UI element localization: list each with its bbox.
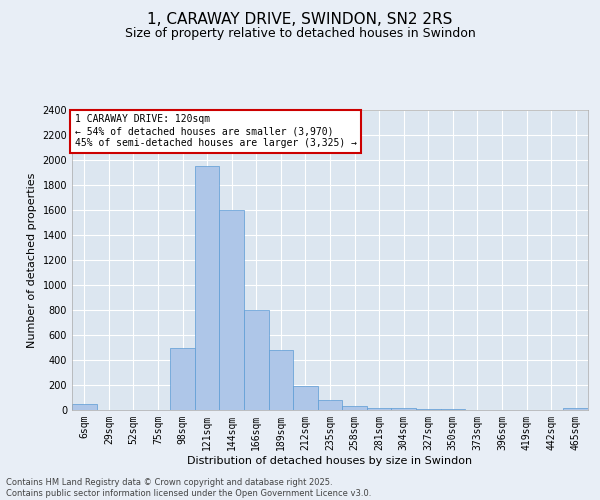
Text: 1, CARAWAY DRIVE, SWINDON, SN2 2RS: 1, CARAWAY DRIVE, SWINDON, SN2 2RS bbox=[148, 12, 452, 28]
Bar bbox=[170, 348, 195, 410]
Bar bbox=[293, 386, 318, 410]
X-axis label: Distribution of detached houses by size in Swindon: Distribution of detached houses by size … bbox=[187, 456, 473, 466]
Bar bbox=[269, 350, 293, 410]
Bar bbox=[563, 408, 588, 410]
Bar bbox=[367, 408, 391, 410]
Bar bbox=[195, 166, 220, 410]
Bar bbox=[72, 404, 97, 410]
Text: 1 CARAWAY DRIVE: 120sqm
← 54% of detached houses are smaller (3,970)
45% of semi: 1 CARAWAY DRIVE: 120sqm ← 54% of detache… bbox=[74, 114, 356, 148]
Bar bbox=[220, 210, 244, 410]
Bar bbox=[342, 406, 367, 410]
Bar bbox=[244, 310, 269, 410]
Y-axis label: Number of detached properties: Number of detached properties bbox=[27, 172, 37, 348]
Text: Size of property relative to detached houses in Swindon: Size of property relative to detached ho… bbox=[125, 28, 475, 40]
Bar bbox=[318, 400, 342, 410]
Text: Contains HM Land Registry data © Crown copyright and database right 2025.
Contai: Contains HM Land Registry data © Crown c… bbox=[6, 478, 371, 498]
Bar bbox=[391, 408, 416, 410]
